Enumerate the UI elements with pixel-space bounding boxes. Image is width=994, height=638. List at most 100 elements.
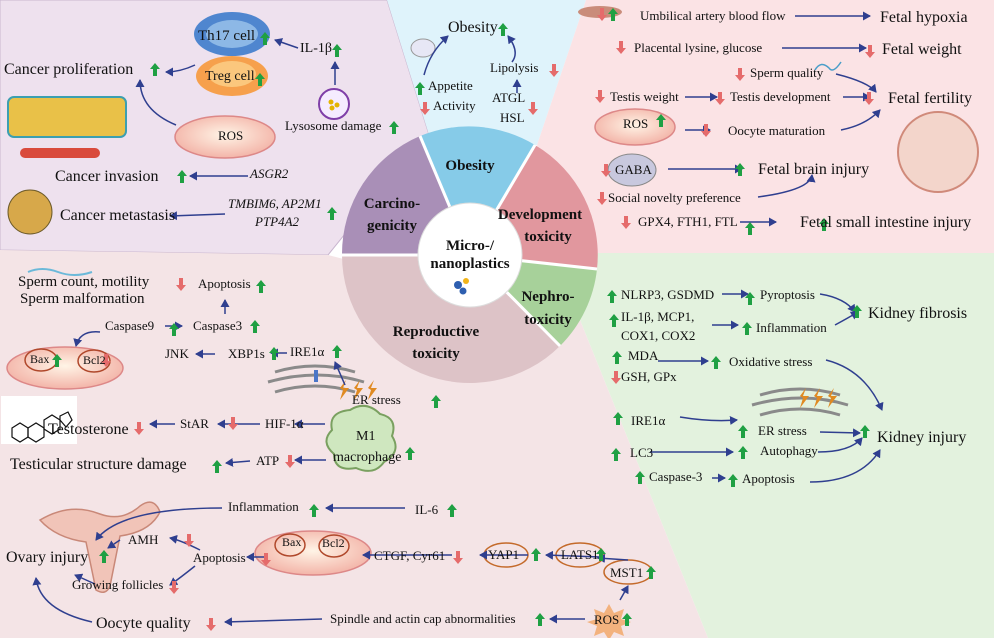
- diagram-label: Oocyte quality: [96, 615, 191, 632]
- diagram-label: Testicular structure damage: [10, 456, 187, 473]
- decrease-arrow-icon: [420, 102, 430, 115]
- increase-arrow-icon: [250, 320, 260, 333]
- diagram-label: Bax: [282, 535, 301, 549]
- decrease-arrow-icon: [611, 371, 621, 384]
- fetus-icon: [897, 111, 979, 193]
- diagram-label: IL-1β: [300, 41, 332, 56]
- increase-arrow-icon: [212, 460, 222, 473]
- increase-arrow-icon: [656, 114, 666, 127]
- diagram-label: AMH: [128, 532, 158, 547]
- diagram-label: Kidney injury: [877, 429, 966, 446]
- mitochondrion-icon: [174, 115, 276, 159]
- decrease-arrow-icon: [621, 216, 631, 229]
- wheel-obesity-sector: [420, 126, 535, 255]
- diagram-label: Caspase3: [193, 318, 242, 333]
- diagram-label: ROS: [623, 116, 648, 131]
- wheel-label-nephro-2: toxicity: [524, 312, 572, 328]
- diagram-label: LATS1: [561, 547, 599, 562]
- increase-arrows: [52, 8, 870, 626]
- diagram-label: Activity: [433, 98, 476, 113]
- diagram-label: ER stress: [352, 392, 401, 407]
- diagram-label: ROS: [594, 612, 619, 627]
- decrease-arrow-icon: [597, 192, 607, 205]
- wheel-center-circle: [417, 202, 523, 308]
- sperm-icon: [814, 61, 842, 71]
- decrease-arrow-icon: [228, 417, 238, 430]
- diagram-label: LC3: [630, 445, 653, 460]
- diagram-label: Umbilical artery blood flow: [640, 8, 786, 23]
- diagram-label: ROS: [218, 128, 243, 143]
- increase-arrow-icon: [738, 446, 748, 459]
- diagram-label: Pyroptosis: [760, 287, 815, 302]
- increase-arrow-icon: [860, 425, 870, 438]
- diagram-label: GPX4, FTH1, FTL: [638, 214, 738, 229]
- diagram-label: Inflammation: [756, 320, 827, 335]
- diagram-label: HIF-1α: [265, 416, 304, 431]
- diagram-label: Placental lysine, glucose: [634, 40, 762, 55]
- diagram-label: Cancer metastasis: [60, 207, 175, 224]
- diagram-label: Apoptosis: [193, 550, 246, 565]
- increase-arrow-icon: [405, 447, 415, 460]
- decrease-arrow-icon: [261, 553, 271, 566]
- increase-arrow-icon: [255, 73, 265, 86]
- diagram-label: IL-6: [415, 502, 439, 517]
- increase-arrow-icon: [646, 566, 656, 579]
- increase-arrow-icon: [611, 448, 621, 461]
- diagram-label: Testis weight: [610, 89, 679, 104]
- diagram-label: Kidney fibrosis: [868, 305, 967, 322]
- diagram-label: Bcl2: [322, 536, 345, 550]
- increase-arrow-icon: [596, 548, 606, 561]
- tumor-tissue-icon: [7, 96, 127, 138]
- decrease-arrow-icon: [701, 124, 711, 137]
- wheel-label-carcino-2: genicity: [367, 218, 417, 234]
- diagram-label: M1: [356, 429, 375, 444]
- testosterone-structure-icon: [1, 396, 77, 444]
- increase-arrow-icon: [389, 121, 399, 134]
- increase-arrow-icon: [332, 44, 342, 57]
- lysosome-icon: [318, 88, 350, 120]
- connector-arrows: [32, 11, 884, 627]
- diagram-label: MST1: [610, 565, 643, 580]
- center-wheel: [341, 126, 598, 383]
- center-title-line1: Micro-/: [446, 238, 495, 254]
- nephrotoxicity-region: [570, 253, 994, 638]
- increase-arrow-icon: [52, 354, 62, 367]
- diagram-label: Caspase-3: [649, 469, 702, 484]
- decrease-arrow-icon: [453, 551, 463, 564]
- diagram-label: Testis development: [730, 89, 831, 104]
- ros-burst-icon: [587, 604, 631, 638]
- decrease-arrow-icon: [715, 92, 725, 105]
- diagram-label: Fetal small intestine injury: [800, 214, 971, 231]
- diagram-labels: Th17 cell Treg cell IL-1β Cancer proliferat…: [4, 8, 972, 632]
- decrease-arrow-icon: [528, 102, 538, 115]
- diagram-label: Appetite: [428, 78, 473, 93]
- increase-arrow-icon: [738, 425, 748, 438]
- diagram-label: Sperm malformation: [20, 291, 145, 307]
- increase-arrow-icon: [622, 613, 632, 626]
- increase-arrow-icon: [260, 32, 270, 45]
- diagram-label: Cancer proliferation: [4, 61, 133, 78]
- diagram-label: IRE1α: [631, 413, 665, 428]
- increase-arrow-icon: [612, 351, 622, 364]
- decrease-arrows: [101, 8, 875, 631]
- diagram-label: XBP1s: [228, 346, 265, 361]
- decrease-arrow-icon: [616, 41, 626, 54]
- mitochondrion-icon-repro: [6, 346, 124, 390]
- diagram-label: Obesity: [448, 19, 498, 36]
- lightning-icon: [800, 388, 837, 408]
- diagram-label: Inflammation: [228, 499, 299, 514]
- diagram-label: ATGL: [492, 90, 525, 105]
- mitochondrion-icon-ovary: [254, 530, 372, 576]
- increase-arrow-icon: [608, 8, 618, 21]
- increase-arrow-icon: [309, 504, 319, 517]
- diagram-label: Fetal weight: [882, 41, 962, 58]
- increase-arrow-icon: [613, 412, 623, 425]
- particle-icon: [463, 278, 469, 284]
- fat-cell-icon: [410, 38, 436, 58]
- diagram-label: TMBIM6, AP2M1: [228, 196, 322, 211]
- diagram-label: COX1, COX2: [621, 328, 695, 343]
- increase-arrow-icon: [415, 82, 425, 95]
- wheel-label-development-1: Development: [498, 207, 582, 223]
- macrophage-icon: [325, 404, 397, 472]
